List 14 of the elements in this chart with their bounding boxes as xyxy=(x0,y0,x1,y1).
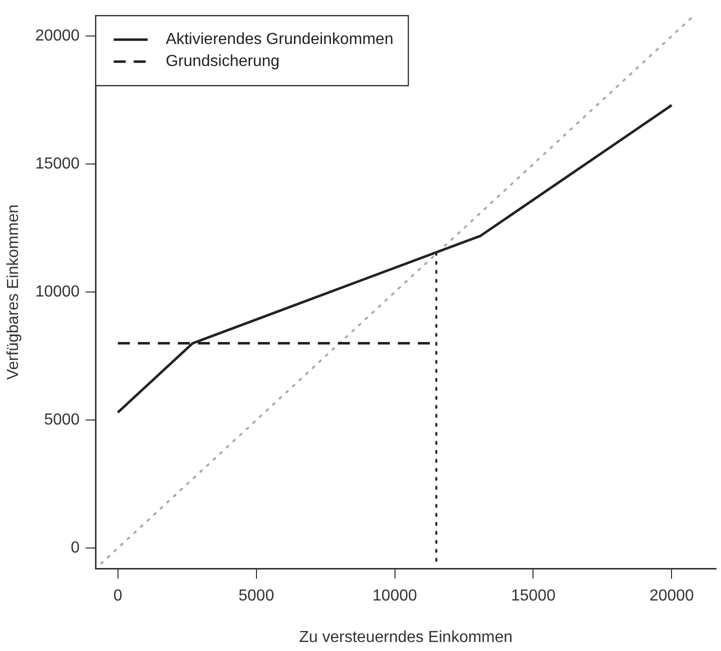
x-tick-label: 15000 xyxy=(510,588,556,605)
y-tick-label: 15000 xyxy=(35,155,80,172)
legend-label: Aktivierendes Grundeinkommen xyxy=(166,31,394,48)
x-axis-title: Zu versteuerndes Einkommen xyxy=(299,628,513,646)
y-tick-label: 20000 xyxy=(35,27,80,44)
x-tick-label: 5000 xyxy=(238,588,274,605)
y-tick-label: 10000 xyxy=(35,284,80,301)
legend-label: Grundsicherung xyxy=(166,53,280,70)
y-tick-label: 0 xyxy=(70,540,80,557)
y-axis-title: Verfügbares Einkommen xyxy=(5,204,22,380)
y-tick-label: 5000 xyxy=(44,412,80,429)
x-tick-label: 10000 xyxy=(372,588,418,605)
x-tick-label: 20000 xyxy=(649,588,694,605)
x-tick-label: 0 xyxy=(113,588,122,605)
